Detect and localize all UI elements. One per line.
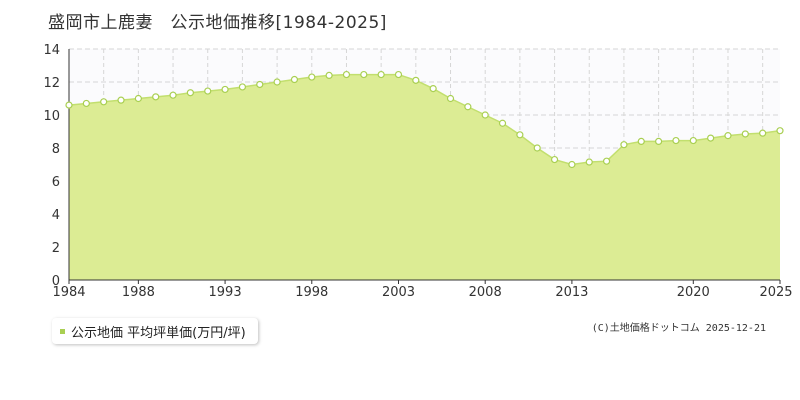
chart-title: 盛岡市上鹿妻 公示地価推移[1984-2025] [48, 13, 387, 33]
data-point [533, 144, 541, 152]
y-tick-label: 4 [52, 208, 60, 223]
data-point [602, 157, 611, 165]
data-point [308, 73, 316, 81]
x-tick-label: 1984 [52, 285, 85, 300]
data-point [498, 119, 507, 127]
data-point [707, 134, 715, 142]
y-tick-label: 12 [43, 76, 60, 91]
data-point [100, 98, 108, 106]
data-point [585, 158, 593, 166]
data-point [82, 99, 90, 108]
x-tick-label: 2008 [469, 285, 502, 300]
x-tick-label: 1998 [295, 285, 328, 300]
data-point [446, 94, 455, 103]
data-point [655, 137, 663, 145]
data-point [152, 93, 160, 101]
data-points [65, 70, 784, 169]
y-tick-label: 2 [52, 241, 60, 256]
data-point [169, 91, 177, 99]
data-point [134, 94, 142, 103]
legend-label: 公示地価 平均坪単価(万円/坪) [71, 325, 246, 341]
data-point [637, 137, 645, 145]
data-point [741, 130, 749, 138]
data-point [325, 71, 333, 80]
data-point [724, 132, 732, 140]
y-tick-label: 10 [43, 109, 60, 124]
data-point [412, 76, 420, 84]
y-tick-label: 6 [52, 175, 60, 190]
data-point [256, 80, 264, 89]
data-point [273, 78, 281, 86]
data-point [550, 155, 559, 164]
y-tick-label: 8 [52, 142, 60, 157]
data-point [342, 70, 351, 79]
data-point [759, 129, 767, 137]
credit-text: (C)土地価格ドットコム 2025-12-21 [591, 323, 766, 334]
data-point [689, 136, 697, 145]
data-point [290, 75, 299, 84]
data-point [516, 131, 524, 139]
data-point [238, 83, 247, 91]
data-point [377, 70, 385, 79]
data-point [481, 111, 489, 119]
data-point [186, 89, 194, 97]
data-point [429, 84, 437, 93]
data-point [394, 70, 403, 79]
x-tick-label: 2013 [555, 285, 588, 300]
x-tick-label: 1993 [209, 285, 242, 300]
y-tick-label: 14 [43, 43, 60, 58]
series-area [69, 74, 780, 280]
legend-marker [60, 328, 65, 334]
data-point [568, 160, 576, 169]
y-tick-label: 0 [52, 274, 60, 289]
x-tick-label: 2003 [382, 285, 415, 300]
data-point [360, 70, 368, 79]
data-point [117, 96, 125, 104]
data-point [776, 127, 784, 135]
x-tick-label: 2025 [759, 285, 792, 300]
data-point [65, 101, 73, 109]
tick-labels: 0 2 4 6 8 10 12 14 1984 1988 1993 1998 2003 2008 2013 2… [43, 43, 792, 300]
legend: 公示地価 平均坪単価(万円/坪) [52, 318, 258, 344]
data-point [464, 103, 472, 111]
data-point [672, 136, 680, 145]
data-point [620, 141, 628, 149]
data-point [221, 85, 229, 94]
axes [68, 49, 781, 284]
x-tick-label: 2020 [677, 285, 710, 300]
x-tick-label: 1988 [122, 285, 155, 300]
data-point [204, 87, 212, 95]
